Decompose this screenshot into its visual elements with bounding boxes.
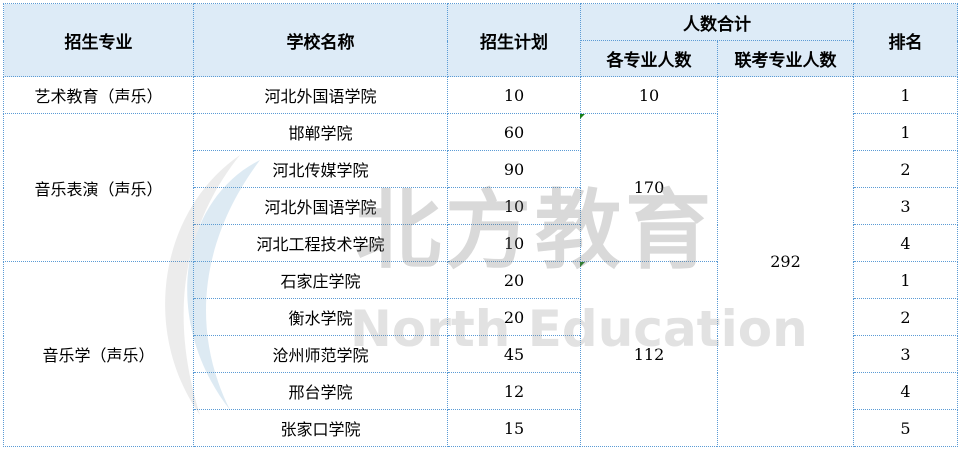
school-cell[interactable]: 邯郸学院: [193, 113, 448, 151]
per-major-total-cell[interactable]: 112: [580, 261, 718, 447]
table-row: 艺术教育（声乐） 河北外国语学院 10 10 292 1: [3, 76, 958, 447]
rank-cell[interactable]: 3: [853, 187, 958, 225]
table-row: 河北外国语学院 10 3: [4, 187, 958, 225]
plan-cell[interactable]: 10: [447, 187, 581, 225]
rank-cell[interactable]: 5: [853, 409, 958, 447]
school-cell[interactable]: 衡水学院: [193, 298, 448, 336]
table-row: 沧州师范学院 45 3: [4, 335, 958, 373]
plan-cell[interactable]: 12: [447, 372, 581, 410]
school-cell[interactable]: 张家口学院: [193, 409, 448, 447]
table-row: 音乐学（声乐） 石家庄学院 20 112 1: [3, 261, 958, 447]
school-cell[interactable]: 邢台学院: [193, 372, 448, 410]
header-major[interactable]: 招生专业: [3, 3, 194, 77]
table-row: 衡水学院 20 2: [4, 298, 958, 336]
header-total-group[interactable]: 人数合计: [580, 3, 854, 41]
rank-cell[interactable]: 4: [853, 224, 958, 262]
rank-cell[interactable]: 1: [853, 261, 958, 299]
header-joint-exam[interactable]: 联考专业人数: [717, 40, 854, 77]
table-row: 河北传媒学院 90 2: [4, 150, 958, 188]
table-row: 邢台学院 12 4: [4, 372, 958, 410]
plan-cell[interactable]: 20: [447, 261, 581, 299]
major-cell[interactable]: 艺术教育（声乐）: [3, 76, 194, 114]
cell-comment-marker: [580, 262, 585, 267]
rank-cell[interactable]: 1: [853, 113, 958, 151]
table-row: 张家口学院 15 5: [4, 409, 958, 447]
table-row: 音乐表演（声乐） 邯郸学院 60 170 1: [3, 113, 958, 262]
school-cell[interactable]: 河北传媒学院: [193, 150, 448, 188]
plan-cell[interactable]: 90: [447, 150, 581, 188]
table-row: 河北工程技术学院 10 4: [4, 224, 958, 262]
school-cell[interactable]: 石家庄学院: [193, 261, 448, 299]
plan-cell[interactable]: 60: [447, 113, 581, 151]
school-cell[interactable]: 沧州师范学院: [193, 335, 448, 373]
rank-cell[interactable]: 3: [853, 335, 958, 373]
cell-comment-marker: [580, 114, 585, 119]
header-per-major[interactable]: 各专业人数: [580, 40, 718, 77]
plan-cell[interactable]: 20: [447, 298, 581, 336]
plan-cell[interactable]: 45: [447, 335, 581, 373]
header-school[interactable]: 学校名称: [193, 3, 448, 77]
enrollment-table: 招生专业 学校名称 招生计划 人数合计 排名 各专业人数 联考专业人数 艺术教育…: [3, 3, 958, 447]
header-rank[interactable]: 排名: [853, 3, 958, 77]
rank-cell[interactable]: 2: [853, 150, 958, 188]
plan-cell[interactable]: 10: [447, 76, 581, 114]
plan-cell[interactable]: 15: [447, 409, 581, 447]
rank-cell[interactable]: 2: [853, 298, 958, 336]
per-major-total-cell[interactable]: 10: [580, 76, 718, 114]
rank-cell[interactable]: 4: [853, 372, 958, 410]
major-cell[interactable]: 音乐表演（声乐）: [3, 113, 194, 262]
school-cell[interactable]: 河北外国语学院: [193, 187, 448, 225]
joint-exam-total-cell[interactable]: 292: [717, 76, 854, 447]
school-cell[interactable]: 河北工程技术学院: [193, 224, 448, 262]
school-cell[interactable]: 河北外国语学院: [193, 76, 448, 114]
header-plan[interactable]: 招生计划: [447, 3, 581, 77]
rank-cell[interactable]: 1: [853, 76, 958, 114]
major-cell[interactable]: 音乐学（声乐）: [3, 261, 194, 447]
per-major-total-cell[interactable]: 170: [580, 113, 718, 262]
plan-cell[interactable]: 10: [447, 224, 581, 262]
